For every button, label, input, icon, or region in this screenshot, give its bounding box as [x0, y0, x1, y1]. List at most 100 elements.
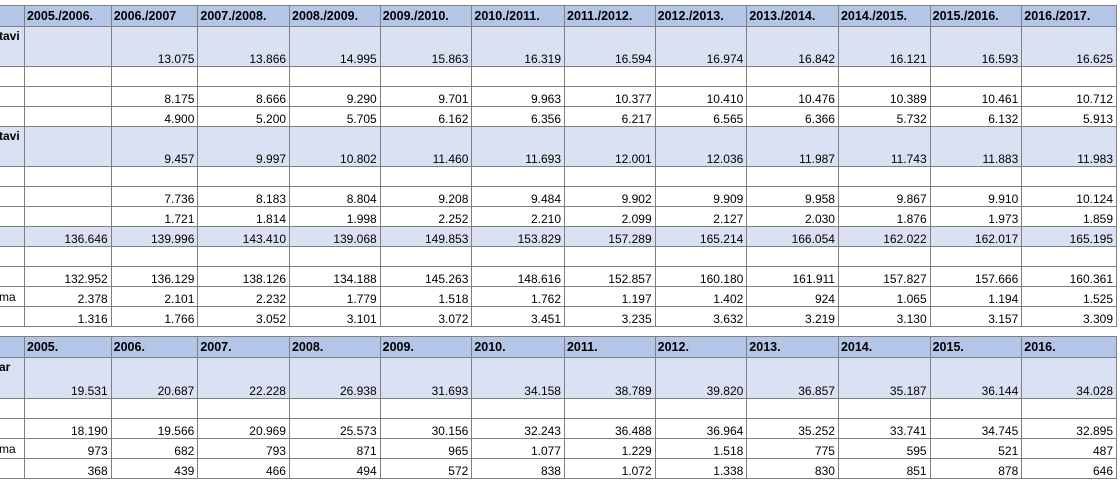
value-cell[interactable]: 6.217 [564, 106, 656, 127]
value-cell[interactable]: 1.065 [837, 286, 931, 307]
value-cell[interactable]: 9.457 [110, 126, 199, 167]
value-cell[interactable]: 6.565 [654, 106, 748, 127]
row-label-cell[interactable] [0, 66, 25, 87]
value-cell[interactable] [564, 166, 656, 187]
value-cell[interactable]: 157.289 [564, 226, 656, 247]
value-cell[interactable]: 878 [929, 458, 1023, 479]
column-header[interactable]: 2005./2006. [23, 5, 112, 27]
value-cell[interactable] [23, 398, 112, 419]
value-cell[interactable] [379, 66, 473, 87]
value-cell[interactable]: 9.208 [379, 186, 473, 207]
value-cell[interactable] [929, 66, 1023, 87]
value-cell[interactable]: 851 [837, 458, 931, 479]
value-cell[interactable]: 8.175 [110, 86, 199, 107]
value-cell[interactable]: 2.378 [23, 286, 112, 307]
value-cell[interactable]: 646 [1021, 458, 1117, 479]
value-cell[interactable]: 16.974 [654, 26, 748, 67]
value-cell[interactable]: 26.938 [288, 357, 381, 399]
value-cell[interactable] [197, 246, 291, 267]
column-header[interactable]: 2011./2012. [564, 5, 656, 27]
value-cell[interactable]: 136.129 [110, 266, 199, 287]
value-cell[interactable]: 1.779 [289, 286, 381, 307]
value-cell[interactable]: 35.187 [837, 357, 931, 399]
value-cell[interactable]: 2.252 [379, 206, 473, 227]
row-label-cell[interactable] [0, 106, 25, 127]
value-cell[interactable] [929, 166, 1023, 187]
value-cell[interactable]: 157.666 [929, 266, 1023, 287]
row-label-cell[interactable] [0, 418, 25, 439]
value-cell[interactable]: 973 [23, 438, 112, 459]
value-cell[interactable]: 6.366 [746, 106, 839, 127]
value-cell[interactable]: 572 [379, 458, 473, 479]
value-cell[interactable]: 1.518 [379, 286, 473, 307]
value-cell[interactable] [289, 66, 381, 87]
value-cell[interactable]: 1.859 [1021, 206, 1117, 227]
value-cell[interactable]: 38.789 [563, 357, 656, 399]
value-cell[interactable]: 1.721 [110, 206, 199, 227]
value-cell[interactable]: 34.745 [929, 418, 1023, 439]
value-cell[interactable] [746, 246, 839, 267]
value-cell[interactable]: 1.973 [929, 206, 1023, 227]
value-cell[interactable]: 682 [110, 438, 199, 459]
value-cell[interactable]: 2.030 [746, 206, 839, 227]
value-cell[interactable] [471, 166, 565, 187]
value-cell[interactable]: 1.077 [471, 438, 565, 459]
column-header[interactable]: 2012. [654, 336, 748, 358]
value-cell[interactable] [746, 398, 839, 419]
value-cell[interactable]: 5.913 [1021, 106, 1117, 127]
value-cell[interactable]: 34.158 [471, 357, 565, 399]
value-cell[interactable]: 838 [471, 458, 565, 479]
value-cell[interactable]: 36.488 [563, 418, 656, 439]
value-cell[interactable]: 20.969 [197, 418, 290, 439]
value-cell[interactable] [746, 66, 839, 87]
value-cell[interactable] [654, 246, 748, 267]
value-cell[interactable] [1021, 66, 1117, 87]
value-cell[interactable]: 19.531 [23, 357, 112, 399]
value-cell[interactable]: 3.157 [929, 306, 1023, 327]
value-cell[interactable]: 5.200 [197, 106, 291, 127]
value-cell[interactable] [289, 166, 381, 187]
value-cell[interactable] [23, 66, 112, 87]
value-cell[interactable]: 7.736 [110, 186, 199, 207]
value-cell[interactable]: 152.857 [564, 266, 656, 287]
value-cell[interactable]: 20.687 [110, 357, 199, 399]
column-header[interactable]: 2007./2008. [197, 5, 291, 27]
value-cell[interactable]: 136.646 [23, 226, 112, 247]
value-cell[interactable]: 1.194 [929, 286, 1023, 307]
column-header[interactable]: 2006. [110, 336, 199, 358]
value-cell[interactable]: 9.867 [837, 186, 931, 207]
row-label-cell[interactable]: ma [0, 438, 25, 459]
value-cell[interactable]: 1.762 [471, 286, 565, 307]
column-header[interactable]: 2009. [379, 336, 473, 358]
row-label-cell[interactable] [0, 246, 25, 267]
column-header[interactable]: 2005. [23, 336, 112, 358]
value-cell[interactable]: 11.883 [929, 126, 1023, 167]
value-cell[interactable] [654, 66, 748, 87]
column-header[interactable]: 2013./2014. [746, 5, 839, 27]
value-cell[interactable] [654, 166, 748, 187]
row-label-cell[interactable] [0, 306, 25, 327]
value-cell[interactable] [197, 398, 290, 419]
value-cell[interactable]: 1.876 [837, 206, 931, 227]
column-header[interactable]: 2011. [563, 336, 656, 358]
value-cell[interactable]: 793 [197, 438, 290, 459]
value-cell[interactable]: 11.983 [1021, 126, 1117, 167]
row-label-cell[interactable] [0, 398, 25, 419]
value-cell[interactable] [197, 66, 291, 87]
value-cell[interactable]: 595 [837, 438, 931, 459]
value-cell[interactable]: 2.210 [471, 206, 565, 227]
value-cell[interactable]: 143.410 [197, 226, 291, 247]
value-cell[interactable]: 32.895 [1021, 418, 1117, 439]
value-cell[interactable]: 139.996 [110, 226, 199, 247]
value-cell[interactable] [288, 398, 381, 419]
value-cell[interactable] [1021, 246, 1117, 267]
value-cell[interactable] [197, 166, 291, 187]
value-cell[interactable]: 1.072 [563, 458, 656, 479]
value-cell[interactable]: 1.814 [197, 206, 291, 227]
value-cell[interactable]: 4.900 [110, 106, 199, 127]
value-cell[interactable] [837, 166, 931, 187]
value-cell[interactable]: 965 [379, 438, 473, 459]
value-cell[interactable] [564, 246, 656, 267]
value-cell[interactable]: 1.518 [654, 438, 748, 459]
value-cell[interactable]: 9.997 [197, 126, 291, 167]
